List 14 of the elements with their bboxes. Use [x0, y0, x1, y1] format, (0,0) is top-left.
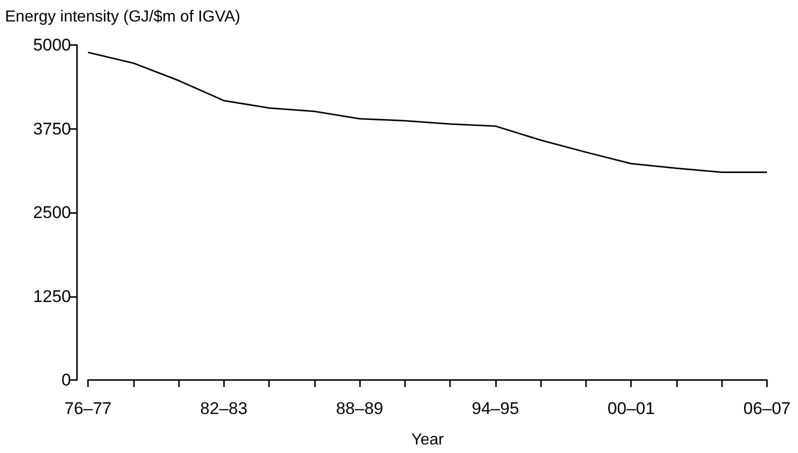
x-tick-label: 88–89 — [336, 399, 384, 418]
y-tick-label: 1250 — [33, 286, 71, 306]
y-tick-label: 0 — [62, 370, 71, 390]
y-tick-label: 2500 — [33, 203, 71, 222]
x-tick-label: 76–77 — [64, 399, 112, 418]
x-tick-label: 94–95 — [472, 399, 520, 418]
y-tick-label: 5000 — [33, 36, 71, 54]
x-tick-label: 82–83 — [200, 399, 248, 418]
x-axis-title: Year — [411, 432, 444, 448]
y-tick-label: 3750 — [33, 119, 71, 138]
x-tick-label: 00–01 — [608, 399, 655, 418]
y-axis-title: Energy intensity (GJ/$m of IGVA) — [5, 8, 240, 26]
x-tick-label: 06–07 — [743, 399, 791, 418]
line-series — [87, 52, 768, 174]
